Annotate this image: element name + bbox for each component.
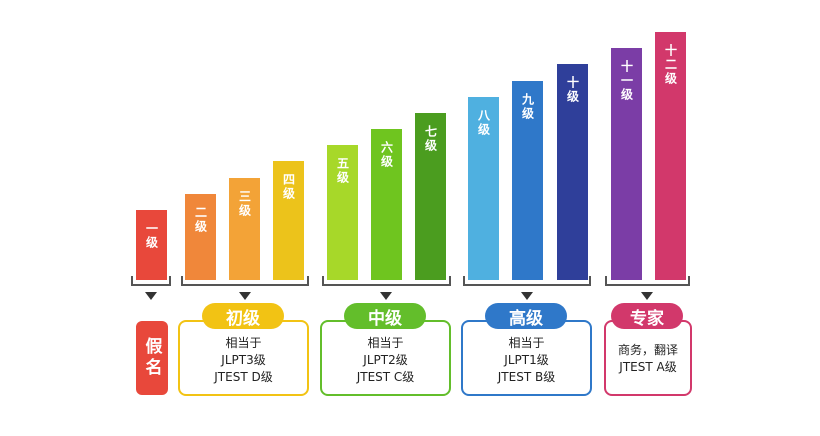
intermediate-box: 相当于 JLPT2级 JTEST C级 — [320, 320, 451, 396]
advanced-box: 相当于 JLPT1级 JTEST B级 — [461, 320, 592, 396]
triangle-down-icon — [145, 292, 157, 300]
level-bar-label: 四级 — [281, 173, 296, 202]
intermediate-title: 中级 — [344, 303, 426, 329]
beginner-title: 初级 — [202, 303, 284, 329]
level-bar-label: 十二级 — [663, 44, 678, 86]
level-bar-label: 八级 — [476, 108, 491, 137]
triangle-down-icon — [641, 292, 653, 300]
level-bar-label: 二级 — [193, 205, 208, 234]
advanced-line1: 相当于 — [508, 336, 545, 350]
advanced-line3: JTEST B级 — [497, 370, 556, 384]
level-bar: 四级 — [273, 161, 304, 280]
expert-box: 商务，翻译 JTEST A级 — [604, 320, 692, 396]
bracket-intermediate — [322, 276, 451, 286]
level-bar: 五级 — [327, 145, 358, 280]
expert-line1: 商务，翻译 — [617, 343, 678, 357]
level-bar: 十二级 — [655, 32, 686, 280]
level-bar-label: 六级 — [379, 141, 394, 170]
level-bar-label: 七级 — [423, 124, 438, 153]
bracket-beginner — [181, 276, 309, 286]
kana-box: 假名 — [136, 321, 168, 395]
bracket-advanced — [463, 276, 591, 286]
triangle-down-icon — [380, 292, 392, 300]
level-bar-label: 三级 — [237, 189, 252, 218]
level-bar: 十一级 — [611, 48, 642, 280]
expert-line2: JTEST A级 — [619, 360, 677, 374]
level-bar: 七级 — [415, 112, 446, 280]
level-bar: 九级 — [512, 80, 543, 280]
triangle-down-icon — [239, 292, 251, 300]
beginner-box: 相当于 JLPT3级 JTEST D级 — [178, 320, 309, 396]
expert-title: 专家 — [611, 303, 683, 329]
level-bar-label: 十级 — [565, 76, 580, 105]
bracket-expert — [605, 276, 690, 286]
level-bar: 一级 — [136, 210, 167, 280]
level-bar-label: 五级 — [335, 157, 350, 186]
intermediate-line1: 相当于 — [367, 336, 404, 350]
intermediate-line3: JTEST C级 — [356, 370, 415, 384]
advanced-title: 高级 — [485, 303, 567, 329]
level-bar-label: 一级 — [144, 222, 159, 250]
level-bar-label: 九级 — [520, 92, 535, 121]
level-bar: 三级 — [229, 177, 260, 280]
triangle-down-icon — [521, 292, 533, 300]
level-bar: 六级 — [371, 129, 402, 280]
advanced-line2: JLPT1级 — [504, 353, 549, 367]
beginner-line1: 相当于 — [225, 336, 262, 350]
beginner-line2: JLPT3级 — [221, 353, 266, 367]
bracket-kana — [131, 276, 171, 286]
kana-label: 假名 — [141, 337, 162, 379]
level-bar: 八级 — [468, 96, 499, 280]
intermediate-line2: JLPT2级 — [363, 353, 408, 367]
level-bar-label: 十一级 — [619, 60, 634, 103]
level-bar: 二级 — [185, 193, 216, 280]
beginner-line3: JTEST D级 — [214, 370, 273, 384]
level-bar: 十级 — [557, 64, 588, 280]
